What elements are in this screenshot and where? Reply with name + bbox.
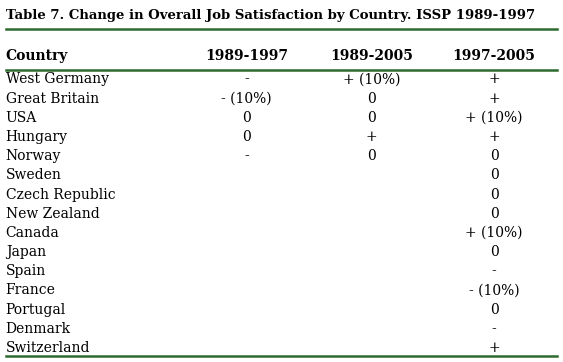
Text: +: + [366,130,377,144]
Text: 0: 0 [490,207,498,221]
Text: Canada: Canada [6,226,59,240]
Text: - (10%): - (10%) [221,92,271,106]
Text: 1997-2005: 1997-2005 [453,49,535,63]
Text: New Zealand: New Zealand [6,207,100,221]
Text: -: - [491,264,497,278]
Text: 0: 0 [242,111,251,125]
Text: 0: 0 [490,303,498,317]
Text: USA: USA [6,111,37,125]
Text: Japan: Japan [6,245,46,259]
Text: 0: 0 [490,188,498,202]
Text: -: - [244,149,249,163]
Text: Hungary: Hungary [6,130,68,144]
Text: West Germany: West Germany [6,72,109,87]
Text: Portugal: Portugal [6,303,66,317]
Text: -: - [491,322,497,336]
Text: +: + [488,341,500,355]
Text: Spain: Spain [6,264,46,278]
Text: 1989-1997: 1989-1997 [205,49,288,63]
Text: 0: 0 [367,111,376,125]
Text: Switzerland: Switzerland [6,341,90,355]
Text: 0: 0 [490,245,498,259]
Text: - (10%): - (10%) [469,283,519,298]
Text: 0: 0 [490,168,498,182]
Text: Country: Country [6,49,68,63]
Text: Czech Republic: Czech Republic [6,188,115,202]
Text: +: + [488,72,500,87]
Text: +: + [488,92,500,106]
Text: 0: 0 [490,149,498,163]
Text: Sweden: Sweden [6,168,61,182]
Text: Table 7. Change in Overall Job Satisfaction by Country. ISSP 1989-1997: Table 7. Change in Overall Job Satisfact… [6,9,535,22]
Text: France: France [6,283,56,298]
Text: + (10%): + (10%) [343,72,400,87]
Text: + (10%): + (10%) [465,111,523,125]
Text: Denmark: Denmark [6,322,71,336]
Text: 0: 0 [367,149,376,163]
Text: + (10%): + (10%) [465,226,523,240]
Text: 0: 0 [242,130,251,144]
Text: Great Britain: Great Britain [6,92,99,106]
Text: 0: 0 [367,92,376,106]
Text: Norway: Norway [6,149,61,163]
Text: -: - [244,72,249,87]
Text: +: + [488,130,500,144]
Text: 1989-2005: 1989-2005 [330,49,413,63]
